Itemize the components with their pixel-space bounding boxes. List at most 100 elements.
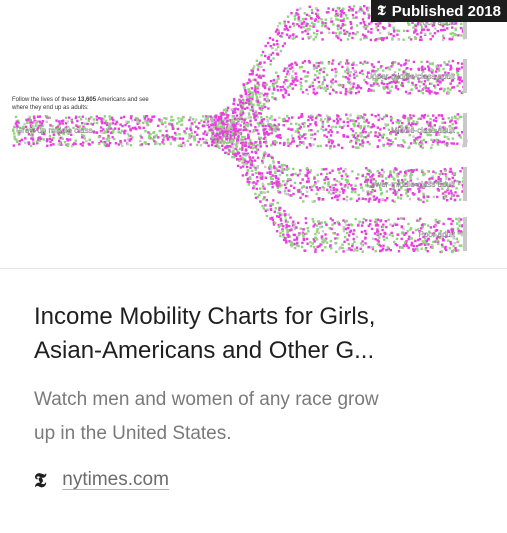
flow-dot [109,127,113,130]
flow-dot [444,194,447,197]
flow-dot [88,117,91,121]
flow-dot [329,145,332,148]
flow-dot [277,169,281,172]
flow-dot [262,137,265,140]
source-domain-link[interactable]: nytimes.com [62,469,169,490]
flow-dot [336,233,339,236]
flow-dot [361,174,364,178]
flow-dot [283,209,286,213]
flow-dot [287,189,290,192]
flow-dot [303,125,306,128]
flow-dot [421,143,424,146]
flow-dot [202,132,205,135]
flow-dot [389,249,392,252]
flow-dot [288,229,292,232]
flow-dot [239,114,243,117]
flow-dot [411,231,415,234]
flow-dot [315,61,318,65]
flow-dot [452,142,456,145]
flow-dot [261,204,264,208]
flow-dot [380,75,383,78]
flow-dot [97,136,101,139]
flow-dot [87,119,90,122]
flow-dot [452,86,455,89]
flow-dot [151,137,155,141]
flow-dot [407,59,410,62]
flow-dot [400,84,403,87]
flow-dot [81,144,84,147]
flow-dot [395,244,399,247]
flow-dot [271,92,274,95]
flow-dot [340,84,343,87]
flow-dot [227,136,230,139]
flow-dot [317,113,320,117]
flow-dot [405,174,408,177]
flow-dot [284,91,287,95]
flow-dot [211,132,214,135]
flow-dot [334,67,337,71]
flow-dot [81,133,84,137]
flow-dot [263,85,266,88]
flow-dot [376,68,380,71]
flow-dot [257,171,260,174]
flow-dot [245,82,248,85]
flow-dot [269,208,272,211]
flow-dot [48,116,51,119]
source-row[interactable]: 𝕿 nytimes.com [34,468,169,492]
flow-dot [451,137,454,140]
flow-dot [374,180,378,183]
flow-dot [296,8,299,12]
flow-dot [232,97,236,101]
flow-dot [265,94,269,98]
flow-dot [439,76,442,79]
flow-dot [298,133,302,137]
preview-image[interactable]: Grew up middle class Rich adult Upper-midd… [0,0,507,268]
flow-dot [211,138,215,142]
flow-dot [296,129,300,132]
flow-dot [431,175,434,178]
flow-dot [304,221,308,225]
flow-dot [224,108,228,111]
flow-dot [211,117,214,120]
flow-dot [407,80,410,84]
flow-dot [419,198,423,202]
flow-dot [419,217,422,220]
flow-dot [392,80,396,83]
flow-dot [251,173,254,176]
flow-dot [160,121,163,124]
flow-dot [372,65,375,69]
link-title[interactable]: Income Mobility Charts for Girls, Asian-… [34,300,474,368]
flow-dot [458,224,461,227]
flow-dot [354,146,357,149]
flow-dot [377,175,381,178]
flow-dot [225,121,228,125]
flow-dot [441,121,444,124]
flow-dot [412,135,415,138]
flow-dot [359,115,362,118]
flow-dot [408,133,411,137]
flow-dot [435,228,439,232]
flow-dot [415,120,419,124]
flow-dot [219,141,222,144]
flow-dot [350,197,353,200]
flow-dot [41,132,44,135]
flow-dot [393,240,396,244]
flow-dot [233,117,237,121]
flow-dot [450,66,453,69]
flow-dot [324,117,327,121]
flow-dot [301,141,304,144]
flow-dot [243,102,246,105]
flow-dot [310,133,313,136]
flow-dot [51,125,54,128]
flow-dot [304,194,308,198]
flow-dot [312,65,316,68]
flow-dot [184,132,187,135]
flow-dot [67,125,70,128]
flow-dot [231,146,234,149]
flow-dot [452,194,455,197]
flow-dot [444,63,448,66]
flow-dot [162,142,166,146]
flow-dot [260,54,263,57]
flow-dot [385,248,388,252]
